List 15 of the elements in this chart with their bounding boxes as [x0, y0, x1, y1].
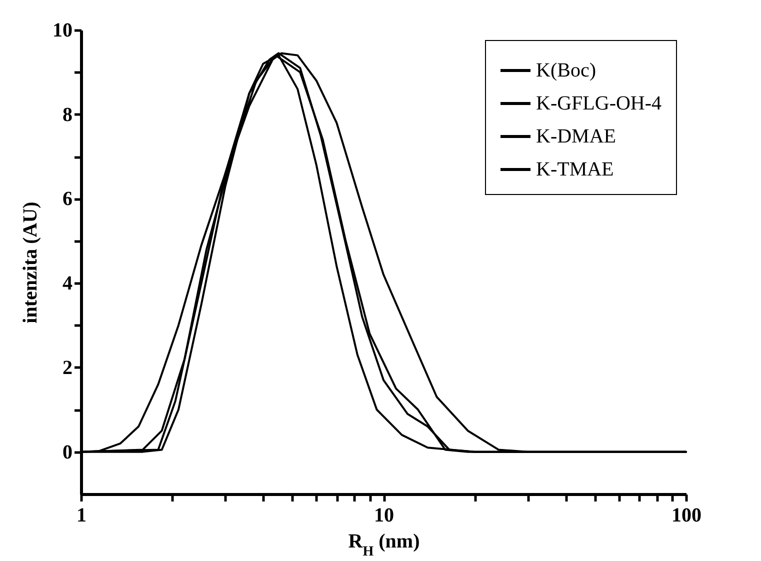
legend-label: K-GFLG-OH-4 [536, 92, 662, 114]
x-tick-label: 10 [374, 504, 394, 526]
y-tick-label: 0 [62, 441, 72, 464]
x-axis-title: R$_{H}$ (nm) [348, 530, 420, 559]
y-tick-label: 10 [52, 20, 72, 42]
legend-label: K-TMAE [536, 158, 614, 180]
y-axis-title: intenzita (AU) [20, 202, 42, 324]
x-tick-label: 100 [672, 504, 702, 526]
y-tick-label: 4 [62, 272, 72, 295]
y-tick-label: 8 [62, 104, 72, 126]
legend-label: K-DMAE [536, 126, 616, 148]
x-tick-label: 1 [76, 504, 86, 526]
y-tick-label: 6 [62, 188, 72, 210]
legend-label: K(Boc) [536, 60, 596, 82]
y-tick-label: 2 [62, 356, 72, 379]
